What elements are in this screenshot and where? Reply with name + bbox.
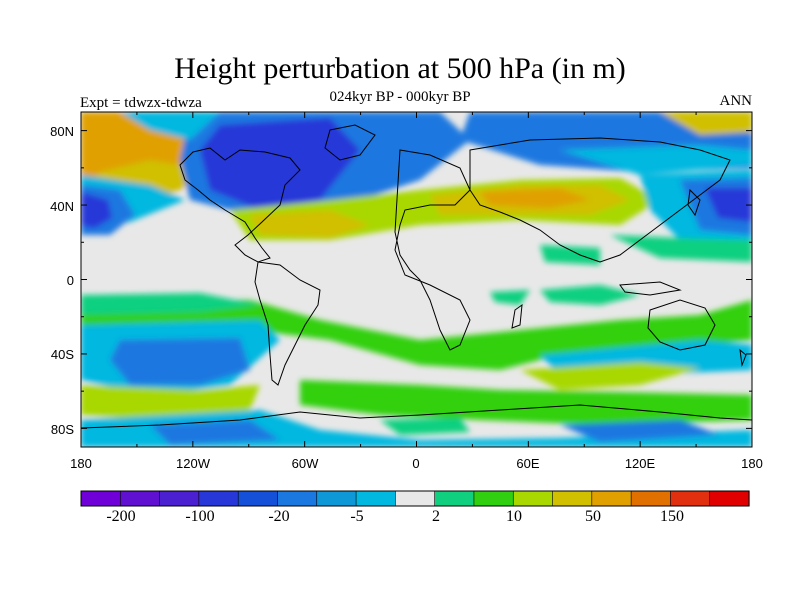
- colorbar-swatch: [159, 490, 200, 507]
- coastline-greenland: [324, 124, 376, 161]
- contour-band: [81, 293, 260, 315]
- colorbar-label: 2: [432, 508, 440, 525]
- lat-tick-80s: 80S: [50, 422, 74, 437]
- coastline-new-zealand: [739, 348, 747, 367]
- colorbar-label: 150: [660, 508, 684, 525]
- colorbar-swatch: [552, 490, 593, 507]
- experiment-label: Expt = tdwzx-tdwza: [80, 95, 202, 111]
- coastline-antarctica: [81, 404, 752, 429]
- colorbar-swatch: [512, 490, 554, 507]
- lon-tick-60e: 60E: [516, 456, 540, 471]
- contour-band: [610, 235, 752, 262]
- lat-tick-40n: 40N: [50, 199, 74, 214]
- lon-tick-180e: 180: [741, 456, 763, 471]
- lat-tick-80n: 80N: [50, 124, 74, 139]
- coastline-madagascar: [511, 303, 523, 329]
- map-title: Height perturbation at 500 hPa (in m): [174, 52, 626, 85]
- coastline-south-america: [254, 261, 321, 386]
- colorbar-swatch: [670, 490, 711, 507]
- lon-tick-0: 0: [412, 456, 420, 471]
- colorbar-swatch: [316, 490, 357, 507]
- coastline-asia: [469, 137, 731, 263]
- contour-band: [120, 112, 220, 140]
- colorbar-label: -20: [268, 508, 290, 525]
- colorbar-swatch: [355, 490, 396, 507]
- contour-band: [380, 418, 470, 435]
- colorbar-swatch: [119, 490, 161, 507]
- contour-band: [520, 362, 700, 390]
- colorbar-swatch: [591, 490, 632, 507]
- lon-tick-120w: 120W: [176, 456, 210, 471]
- colorbar-swatch: [630, 490, 672, 507]
- colorbar-swatch: [277, 490, 318, 507]
- contour-band: [480, 188, 590, 208]
- contour-band: [540, 245, 600, 265]
- coastline-europe-africa: [394, 149, 471, 351]
- contour-band: [490, 290, 530, 305]
- coastline-australia: [647, 299, 716, 351]
- colorbar-frame: [80, 490, 750, 507]
- contour-band: [660, 112, 752, 135]
- colorbar: [80, 490, 750, 507]
- colorbar-label: -100: [185, 508, 215, 525]
- lon-tick-120e: 120E: [624, 456, 656, 471]
- coastlines: [81, 124, 752, 429]
- colorbar-label: 10: [506, 508, 522, 525]
- colorbar-label: -5: [350, 508, 364, 525]
- colorbar-swatch: [473, 490, 514, 507]
- contour-band: [81, 385, 260, 420]
- contour-band: [705, 188, 752, 222]
- season-label: ANN: [719, 93, 753, 109]
- colorbar-label: 50: [585, 508, 601, 525]
- axis-ticks: [80, 112, 753, 447]
- contour-band: [560, 420, 720, 442]
- contour-band: [250, 210, 370, 238]
- colorbar-label: -200: [106, 508, 136, 525]
- colorbar-swatch: [709, 490, 750, 507]
- colorbar-swatch: [198, 490, 239, 507]
- lon-tick-180w: 180: [70, 456, 92, 471]
- lat-tick-40s: 40S: [50, 347, 74, 362]
- coastline-indonesia: [619, 281, 682, 296]
- coastline-japan: [687, 188, 701, 217]
- coastline-north-america: [179, 147, 301, 263]
- contour-band: [540, 285, 640, 305]
- colorbar-swatch: [395, 490, 436, 507]
- contour-field: [81, 112, 752, 447]
- colorbar-swatch: [237, 490, 279, 507]
- map-subtitle: 024kyr BP - 000kyr BP: [329, 89, 471, 105]
- contour-band: [300, 380, 752, 425]
- contour-band: [110, 338, 250, 385]
- colorbar-swatch: [434, 490, 475, 507]
- lon-tick-60w: 60W: [291, 456, 319, 471]
- contour-band: [200, 118, 360, 210]
- contour-band: [560, 145, 752, 175]
- contour-band: [81, 192, 112, 228]
- colorbar-swatch: [80, 490, 121, 507]
- lat-tick-0: 0: [66, 273, 74, 288]
- contour-band: [150, 420, 280, 445]
